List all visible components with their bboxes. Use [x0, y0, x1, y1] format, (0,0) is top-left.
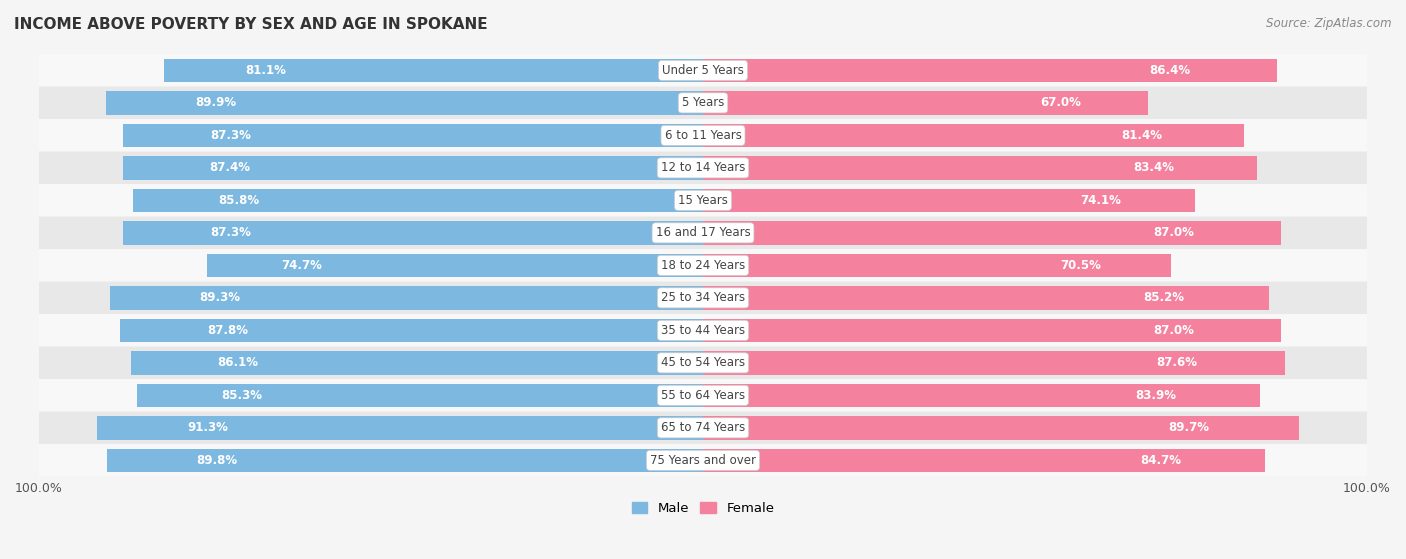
FancyBboxPatch shape [39, 411, 1367, 444]
Text: 83.9%: 83.9% [1136, 389, 1177, 402]
Bar [703, 351, 1285, 375]
Text: 91.3%: 91.3% [187, 421, 229, 434]
FancyBboxPatch shape [39, 54, 1367, 87]
Bar [703, 189, 1195, 212]
FancyBboxPatch shape [39, 184, 1367, 217]
Text: 45 to 54 Years: 45 to 54 Years [661, 356, 745, 369]
Bar [703, 319, 1281, 342]
Bar [703, 156, 1257, 179]
Text: 89.9%: 89.9% [195, 96, 236, 110]
Bar [703, 449, 1265, 472]
Bar [703, 286, 1268, 310]
FancyBboxPatch shape [39, 217, 1367, 249]
Text: 15 Years: 15 Years [678, 194, 728, 207]
Text: 85.2%: 85.2% [1143, 291, 1184, 304]
FancyBboxPatch shape [39, 347, 1367, 379]
FancyBboxPatch shape [39, 444, 1367, 477]
Text: 6 to 11 Years: 6 to 11 Years [665, 129, 741, 142]
Bar [124, 221, 703, 244]
Text: 81.1%: 81.1% [245, 64, 285, 77]
FancyBboxPatch shape [39, 379, 1367, 411]
Text: 81.4%: 81.4% [1122, 129, 1163, 142]
Text: 89.7%: 89.7% [1168, 421, 1209, 434]
Bar [703, 59, 1277, 82]
Text: 74.1%: 74.1% [1080, 194, 1121, 207]
Bar [105, 91, 703, 115]
Legend: Male, Female: Male, Female [626, 497, 780, 520]
Text: 65 to 74 Years: 65 to 74 Years [661, 421, 745, 434]
Text: 74.7%: 74.7% [281, 259, 322, 272]
Text: 87.0%: 87.0% [1153, 324, 1194, 337]
Text: 67.0%: 67.0% [1040, 96, 1081, 110]
Bar [124, 124, 703, 147]
Text: 87.3%: 87.3% [211, 129, 252, 142]
FancyBboxPatch shape [39, 87, 1367, 119]
Bar [122, 156, 703, 179]
Bar [134, 189, 703, 212]
Text: 87.4%: 87.4% [209, 162, 250, 174]
Bar [703, 383, 1260, 407]
Text: 86.1%: 86.1% [217, 356, 259, 369]
Bar [107, 449, 703, 472]
Bar [120, 319, 703, 342]
Text: 87.6%: 87.6% [1157, 356, 1198, 369]
Text: 12 to 14 Years: 12 to 14 Years [661, 162, 745, 174]
Text: 25 to 34 Years: 25 to 34 Years [661, 291, 745, 304]
Text: 16 and 17 Years: 16 and 17 Years [655, 226, 751, 239]
FancyBboxPatch shape [39, 119, 1367, 151]
Text: 87.0%: 87.0% [1153, 226, 1194, 239]
Text: 5 Years: 5 Years [682, 96, 724, 110]
Text: Source: ZipAtlas.com: Source: ZipAtlas.com [1267, 17, 1392, 30]
Text: 89.8%: 89.8% [195, 454, 238, 467]
Text: 55 to 64 Years: 55 to 64 Years [661, 389, 745, 402]
Text: 87.3%: 87.3% [211, 226, 252, 239]
Bar [136, 383, 703, 407]
Bar [207, 254, 703, 277]
Bar [165, 59, 703, 82]
Text: 87.8%: 87.8% [208, 324, 249, 337]
Text: 89.3%: 89.3% [198, 291, 240, 304]
FancyBboxPatch shape [39, 282, 1367, 314]
Text: 75 Years and over: 75 Years and over [650, 454, 756, 467]
Text: 35 to 44 Years: 35 to 44 Years [661, 324, 745, 337]
Text: INCOME ABOVE POVERTY BY SEX AND AGE IN SPOKANE: INCOME ABOVE POVERTY BY SEX AND AGE IN S… [14, 17, 488, 32]
Text: 85.8%: 85.8% [219, 194, 260, 207]
Text: 70.5%: 70.5% [1060, 259, 1101, 272]
Text: Under 5 Years: Under 5 Years [662, 64, 744, 77]
FancyBboxPatch shape [39, 249, 1367, 282]
Bar [703, 124, 1243, 147]
Text: 83.4%: 83.4% [1133, 162, 1174, 174]
Bar [703, 254, 1171, 277]
Bar [703, 91, 1147, 115]
Bar [97, 416, 703, 439]
Text: 85.3%: 85.3% [222, 389, 263, 402]
Bar [110, 286, 703, 310]
FancyBboxPatch shape [39, 314, 1367, 347]
FancyBboxPatch shape [39, 151, 1367, 184]
Bar [703, 221, 1281, 244]
Bar [131, 351, 703, 375]
Bar [703, 416, 1299, 439]
Text: 18 to 24 Years: 18 to 24 Years [661, 259, 745, 272]
Text: 84.7%: 84.7% [1140, 454, 1181, 467]
Text: 86.4%: 86.4% [1150, 64, 1191, 77]
